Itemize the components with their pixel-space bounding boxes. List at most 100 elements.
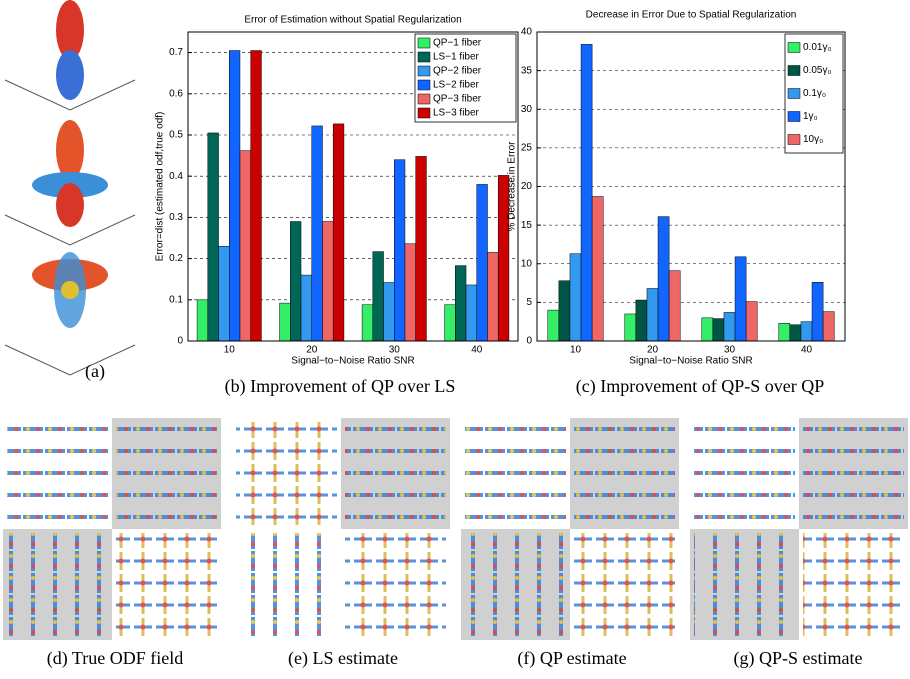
odf-glyphs (803, 533, 904, 636)
legend-swatch (787, 88, 801, 99)
bar (229, 50, 241, 342)
y-tick-label: 0.2 (169, 253, 183, 264)
odf-fields (3, 418, 908, 640)
caption: (b) Improvement of QP over LS (225, 376, 456, 397)
x-tick-label: 20 (306, 345, 318, 356)
legend-swatch (787, 42, 801, 53)
bar (547, 309, 560, 342)
bar (196, 299, 209, 342)
bar (218, 245, 230, 342)
bar (361, 304, 374, 342)
x-tick-label: 10 (224, 345, 236, 356)
bar (300, 274, 312, 342)
legend-label: 0.1γ₀ (803, 88, 826, 99)
legend-swatch (417, 93, 431, 105)
legend-swatch (417, 37, 431, 49)
legend-swatch (417, 51, 431, 63)
odf-glyphs (7, 533, 108, 636)
odf-glyphs (116, 422, 217, 525)
caption: (e) LS estimate (288, 648, 398, 669)
plot-frame (536, 31, 846, 342)
legend-label: 0.01γ₀ (803, 42, 832, 53)
bar (322, 221, 334, 342)
odf-glyphs (236, 533, 337, 636)
y-tick-label: 5 (526, 297, 532, 308)
odf-glyphs (694, 533, 795, 636)
y-tick-label: 15 (521, 220, 533, 231)
y-tick-label: 0.6 (169, 88, 183, 99)
bar (383, 282, 395, 342)
odf-glyphs (345, 533, 446, 636)
odf-glyphs (7, 422, 108, 525)
odf-glyphs (694, 422, 795, 525)
x-tick-label: 30 (724, 345, 736, 356)
bar (207, 132, 219, 342)
x-tick-label: 40 (471, 345, 483, 356)
legend-label: 0.05γ₀ (803, 65, 832, 76)
bar (712, 318, 725, 342)
bar (580, 44, 593, 342)
odf-glyphs (345, 422, 446, 525)
chart-title: Error of Estimation without Spatial Regu… (244, 15, 461, 26)
y-tick-label: 40 (521, 27, 533, 38)
bar (822, 311, 835, 342)
bar (290, 221, 302, 342)
y-tick-label: 0.5 (169, 130, 183, 141)
legend-swatch (787, 134, 801, 145)
legend-swatch (417, 79, 431, 91)
odf-glyphs (465, 533, 566, 636)
caption: (c) Improvement of QP-S over QP (576, 376, 824, 397)
legend-label: 10γ₀ (803, 134, 823, 145)
y-axis-label: Error=dist (estimated odf,true odf) (155, 112, 166, 262)
bar (811, 282, 824, 342)
charts: 0 0.1 0.2 0.3 0.4 0.5 0.6 0.7 10 20 30 40 Error of E… (155, 10, 846, 367)
y-tick-label: 10 (521, 258, 533, 269)
odf-glyphs (574, 533, 675, 636)
legend-label: QP−1 fiber (433, 38, 482, 49)
y-tick-label: 0.4 (169, 171, 183, 182)
legend-label: QP−2 fiber (433, 66, 482, 77)
legend-label: LS−2 fiber (433, 80, 480, 91)
legend-swatch (417, 65, 431, 77)
bar (591, 196, 604, 342)
x-tick-label: 10 (570, 345, 582, 356)
y-tick-label: 0.7 (169, 47, 183, 58)
bar (701, 317, 714, 342)
bar (745, 301, 758, 342)
bar (250, 50, 262, 342)
y-tick-label: 0.1 (169, 294, 183, 305)
legend-swatch (787, 65, 801, 76)
bar (668, 270, 681, 342)
bar (279, 302, 291, 342)
x-tick-label: 40 (801, 345, 813, 356)
x-tick-label: 30 (389, 345, 401, 356)
caption: (d) True ODF field (47, 648, 184, 669)
glyph-illustrations (4, 0, 136, 376)
bar (487, 252, 499, 342)
y-tick-label: 0 (177, 336, 183, 347)
bar (444, 304, 456, 342)
odf-glyphs (236, 422, 337, 525)
bar (372, 251, 384, 342)
bar (311, 125, 323, 342)
x-axis-label: Signal−to−Noise Ratio SNR (291, 356, 414, 367)
bar (239, 150, 251, 342)
x-tick-label: 20 (647, 345, 659, 356)
legend-label: LS−1 fiber (433, 52, 480, 63)
bar (723, 312, 736, 342)
y-tick-label: 35 (521, 65, 533, 76)
bar (734, 256, 747, 342)
odf-glyphs (116, 533, 217, 636)
y-tick-label: 0.3 (169, 212, 183, 223)
bar (657, 216, 670, 342)
bar (558, 280, 571, 342)
chart-title: Decrease in Error Due to Spatial Regular… (586, 10, 797, 21)
legend-swatch (417, 107, 431, 119)
y-tick-label: 30 (521, 104, 533, 115)
bar (569, 253, 582, 342)
odf-glyphs (574, 422, 675, 525)
bar (394, 159, 406, 342)
legend-label: LS−3 fiber (433, 108, 480, 119)
bar (404, 243, 416, 342)
